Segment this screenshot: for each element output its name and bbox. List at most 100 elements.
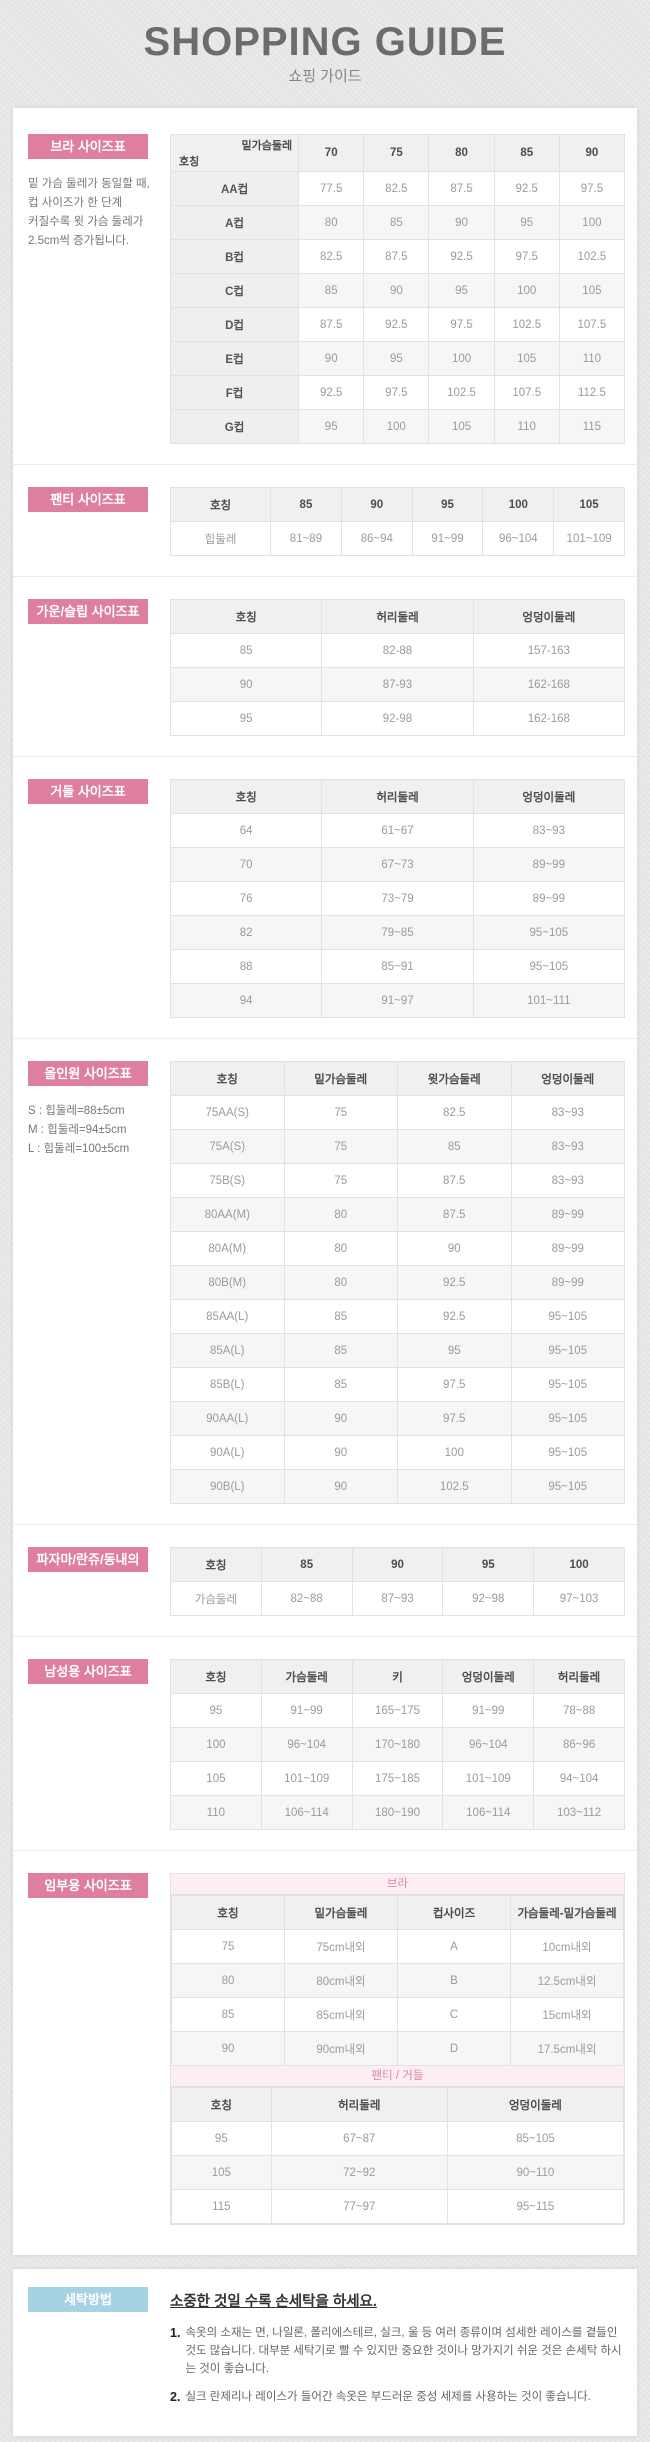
table-row: 90AA(L) 90 97.5 95~105 [170,1401,625,1436]
cell: 75cm내외 [284,1929,398,1964]
cell: 87.5 [363,239,430,274]
mens-size-table: 호칭 가슴둘레 키 엉덩이둘레 허리둘레 95 91~99 165~175 91~99 78~88… [170,1659,625,1830]
column-header: 엉덩이둘레 [472,599,626,634]
cell: B [397,1963,511,1998]
girdle-size-table: 호칭 허리둘레 엉덩이둘레 64 61~67 83~93 70 67~73 89~99 76 73~… [169,779,626,1018]
cell: 85 [397,1129,512,1164]
cell: 90B(L) [170,1469,285,1504]
cell: 75A(S) [170,1129,285,1164]
allinone-note-line: S : 힙둘레=88±5cm [28,1105,125,1117]
cell: 102.5 [493,307,560,342]
column-header: 윗가슴둘레 [397,1061,512,1096]
table-row: 85 82-88 157-163 [169,633,626,668]
column-header: 85 [270,487,342,522]
cell: 95~105 [510,1401,625,1436]
column-header: 75 [363,134,430,172]
washing-item: 2. 실크 란제리나 레이스가 들어간 속옷은 부드러운 중성 세제를 사용하는… [170,2388,623,2406]
cell: 89~99 [472,881,626,916]
section-label-allinone: 올인원 사이즈표 [28,1061,148,1086]
cell: 80B(M) [170,1265,285,1300]
cell: 75AA(S) [170,1095,285,1130]
column-header: 90 [558,134,626,172]
cell: 106~114 [260,1795,353,1830]
table-row: 80AA(M) 80 87.5 89~99 [170,1197,625,1232]
cell: 97.5 [428,307,495,342]
cell: A [397,1929,511,1964]
cell: 95 [298,409,365,444]
cell: 101~109 [553,521,625,556]
column-header: 허리둘레 [270,2087,448,2122]
table-row: AA컵 77.5 82.5 87.5 92.5 97.5 [169,171,626,206]
cell: 101~109 [442,1761,535,1796]
cell: 165~175 [351,1693,444,1728]
table-row: G컵 95 100 105 110 115 [169,409,626,444]
table-row: 100 96~104 170~180 96~104 86~96 [170,1727,625,1762]
table-row: D컵 87.5 92.5 97.5 102.5 107.5 [169,307,626,342]
cell: 64 [169,813,323,848]
cell: 12.5cm내외 [510,1963,624,1998]
cell: 85~105 [446,2121,625,2156]
cell: 95~105 [472,915,626,950]
bra-note-line: 커질수록 윗 가슴 둘레가 [28,216,144,228]
cell: 82.5 [397,1095,512,1130]
bra-size-table: 밑가슴둘레 호칭 70 75 80 85 90 AA컵 77.5 82.5 87.5 92.5 97.5… [169,134,626,444]
cell: 96~104 [482,521,555,556]
washing-title: 소중한 것일 수록 손세탁을 하세요. [170,2294,377,2310]
section-label-maternity: 임부용 사이즈표 [28,1873,148,1898]
section-divider [13,576,637,577]
table-row: 80 80cm내외 B 12.5cm내외 [171,1963,624,1998]
table-row: 75A(S) 75 85 83~93 [170,1129,625,1164]
cell: 95~105 [510,1299,625,1334]
cell: 92.5 [363,307,430,342]
cell: 82 [169,915,323,950]
table-row: 90A(L) 90 100 95~105 [170,1435,625,1470]
panty-size-table: 호칭 85 90 95 100 105 힙둘레 81~89 86~94 91~99 96~104 10… [169,487,625,556]
cell: 67~73 [321,847,474,882]
cell: 85 [298,273,365,308]
cell: 90 [397,1231,512,1266]
section-label-mens: 남성용 사이즈표 [28,1659,148,1684]
section-girdle: 거들 사이즈표 호칭 허리둘레 엉덩이둘레 64 61~67 83~93 70 67~73 89… [13,779,637,1018]
maternity-band-bra: 브라 [171,1874,624,1895]
washing-item-number: 2. [170,2390,181,2404]
cell: 105 [170,1761,262,1796]
cell: 85B(L) [170,1367,285,1402]
cell: 95 [493,205,560,240]
cell: 106~114 [442,1795,535,1830]
cell: 105 [171,2155,272,2190]
cell: 90 [283,1401,398,1436]
column-header: 90 [351,1547,444,1582]
cell: 88 [169,949,323,984]
page-title: SHOPPING GUIDE [143,20,507,64]
cell: 97.5 [363,375,430,410]
section-divider [13,1524,637,1525]
cell: 92.5 [493,171,560,206]
column-header: 호칭 [170,1547,262,1582]
cell: 105 [558,273,626,308]
page-header: SHOPPING GUIDE 쇼핑 가이드 [0,0,650,108]
cell: 89~99 [510,1197,625,1232]
size-table: 호칭 허리둘레 엉덩이둘레 95 67~87 85~105 105 72~92 90~110 11… [171,2087,625,2224]
table-row: 85AA(L) 85 92.5 95~105 [170,1299,625,1334]
cell: 157-163 [472,633,626,668]
cell: 85cm내외 [284,1997,398,2032]
cell: 102.5 [397,1469,512,1504]
bottom-spacer [0,2436,650,2442]
maternity-bra-table: 호칭 밑가슴둘레 컵사이즈 가슴둘레-밑가슴둘레 75 75cm내외 A 10cm내외 80 80… [171,1895,624,2066]
cell: 91~99 [411,521,484,556]
cell: 85 [283,1367,398,1402]
cell: 90~110 [446,2155,625,2190]
cell: 92.5 [397,1265,512,1300]
section-label-bra: 브라 사이즈표 [28,134,148,159]
cell: 115 [558,409,626,444]
column-header: 가슴둘레 [260,1659,353,1694]
column-header: 호칭 [171,2087,272,2122]
cell: 82.5 [298,239,365,274]
column-header: 가슴둘레-밑가슴둘레 [510,1895,624,1930]
section-divider [13,1850,637,1851]
cell: 90cm내외 [284,2031,398,2066]
column-header: 100 [482,487,555,522]
cell: 90 [169,667,323,702]
cell: 80 [171,1963,285,1998]
cell: 15cm내외 [510,1997,624,2032]
